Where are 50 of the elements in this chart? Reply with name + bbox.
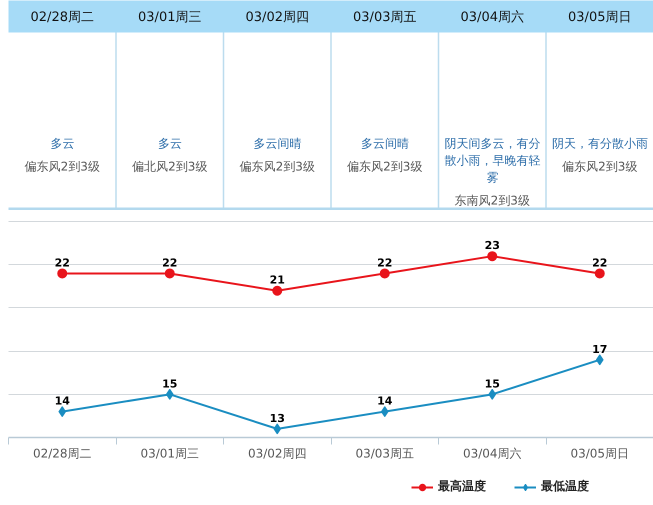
point <box>487 251 498 262</box>
x-tick-label: 02/28周二 <box>30 10 94 25</box>
data-label: 23 <box>484 239 500 252</box>
text: 偏东风2到3级 <box>240 160 315 174</box>
point <box>272 286 282 296</box>
point <box>596 354 604 366</box>
data-label: 22 <box>54 256 70 270</box>
category-label: 03/01周三 <box>140 446 200 460</box>
point <box>594 268 605 278</box>
text: 偏东风2到3级 <box>347 160 422 174</box>
data-label: 22 <box>162 256 178 270</box>
data-label: 15 <box>484 377 500 390</box>
data-label: 15 <box>162 377 178 390</box>
text: 多云间晴 <box>253 136 302 150</box>
legend-label: 最低温度 <box>541 478 589 495</box>
text: 多云 <box>50 136 74 150</box>
point <box>57 268 68 278</box>
data-label: 22 <box>377 256 392 270</box>
data-label: 13 <box>270 412 285 425</box>
category-label: 02/28周二 <box>32 446 92 460</box>
data-label: 21 <box>270 274 285 287</box>
point <box>380 268 390 278</box>
data-label: 22 <box>592 256 608 270</box>
x-tick-label: 03/05周日 <box>568 10 632 25</box>
point <box>166 388 174 400</box>
point <box>380 406 389 418</box>
category-label: 03/03周五 <box>355 446 414 460</box>
point <box>273 423 282 434</box>
x-tick-label: 03/03周五 <box>353 10 416 25</box>
text: 阴天，有分散小雨 <box>552 136 648 150</box>
category-label: 03/05周日 <box>570 446 630 460</box>
data-label: 17 <box>592 342 608 356</box>
text: 多云间晴 <box>360 136 409 150</box>
x-tick-label: 03/02周四 <box>246 10 309 25</box>
legend-label: 最高温度 <box>438 478 486 495</box>
text: 多云 <box>158 136 182 150</box>
data-label: 14 <box>377 394 393 408</box>
data-label: 14 <box>54 394 70 408</box>
text: 阴天间多云，有分散小雨，早晚有轻雾 <box>444 136 540 184</box>
point <box>164 268 175 278</box>
point <box>58 406 66 418</box>
text: 偏东风2到3级 <box>24 160 100 174</box>
category-label: 03/04周六 <box>462 446 522 460</box>
x-tick-label: 03/01周三 <box>138 10 202 25</box>
text: 东南风2到3级 <box>454 194 530 208</box>
text: 偏北风2到3级 <box>132 160 208 174</box>
text: 偏东风2到3级 <box>562 160 638 174</box>
point <box>488 388 496 400</box>
category-label: 03/02周四 <box>248 446 307 460</box>
x-tick-label: 03/04周六 <box>460 10 524 25</box>
